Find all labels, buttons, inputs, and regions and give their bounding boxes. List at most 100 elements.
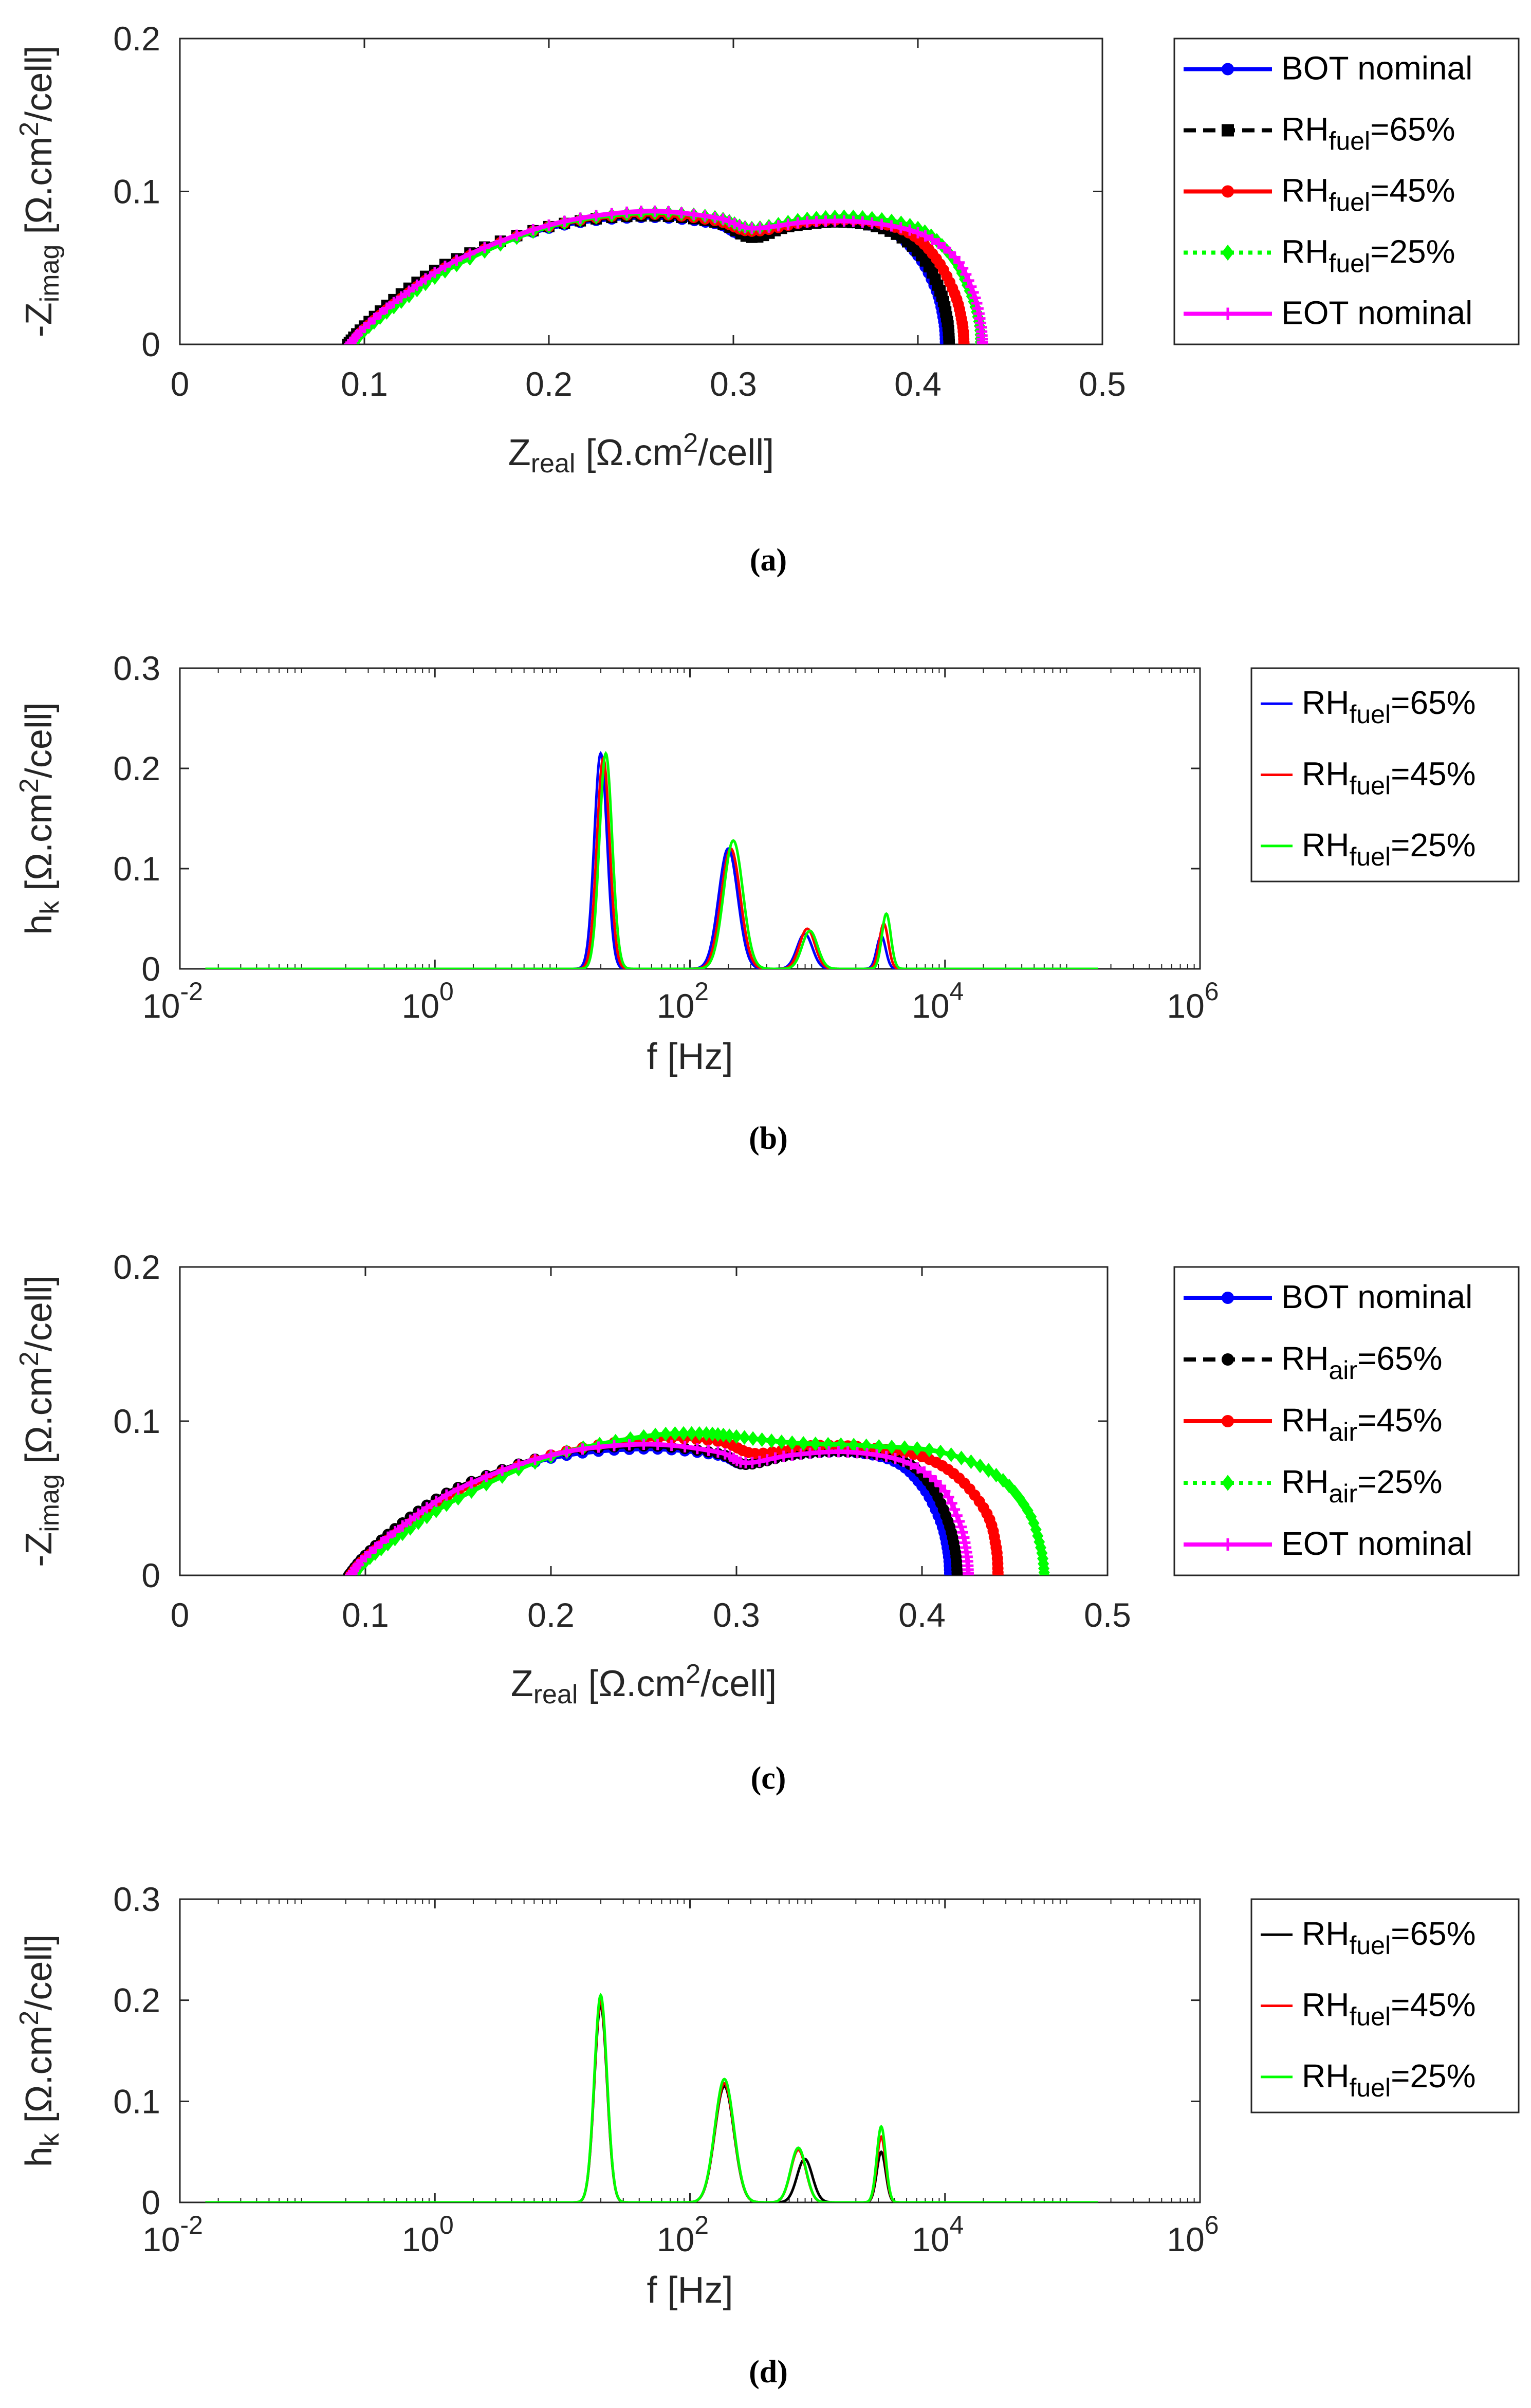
- plot-frame: [180, 1899, 1200, 2202]
- y-axis-label-sub: k: [35, 2133, 65, 2146]
- legend-tail: =65%: [1357, 1340, 1442, 1377]
- legend-text: RH: [1281, 111, 1329, 148]
- legend-text: RH: [1281, 233, 1329, 270]
- data-point: [965, 1455, 976, 1469]
- x-tick-label: 0: [171, 365, 190, 403]
- y-tick-label: 0: [141, 325, 160, 363]
- x-tick-label: 0.4: [898, 1596, 946, 1634]
- legend-sub: fuel: [1349, 2002, 1391, 2031]
- y-tick-label: 0.1: [113, 850, 160, 888]
- data-point: [747, 1431, 759, 1446]
- y-axis-label-unit: [Ω.cm: [19, 2026, 60, 2134]
- x-axis-label-main: Z: [511, 1663, 533, 1704]
- x-tick-base: 10: [1167, 2220, 1204, 2258]
- legend-sub: fuel: [1349, 842, 1391, 871]
- x-tick-label: 104: [912, 2211, 964, 2258]
- caption: (c): [751, 1761, 786, 1796]
- series-line: [352, 214, 964, 344]
- legend-text: RH: [1302, 826, 1349, 863]
- x-tick-exp: -2: [180, 2211, 202, 2239]
- data-point: [992, 1570, 1004, 1581]
- x-axis-label-main: f [Hz]: [647, 1036, 733, 1077]
- legend-text: RH: [1281, 1463, 1329, 1500]
- y-tick-label: 0.1: [113, 173, 160, 211]
- legend-sub: fuel: [1349, 771, 1391, 800]
- y-axis-label: -Zimag [Ω.cm2/cell]: [14, 1275, 65, 1567]
- legend-tail: =45%: [1391, 1987, 1475, 2024]
- legend-tail: =25%: [1357, 1463, 1442, 1500]
- series-line: [206, 759, 1098, 969]
- chart-a: 0 0.1 0.2 0.3 0.4 0.500.10.2Zreal [Ω.cm2/cell…: [14, 20, 1519, 578]
- caption: (d): [749, 2355, 788, 2389]
- x-tick-label: 100: [402, 2211, 454, 2258]
- legend-text: RH: [1281, 1402, 1329, 1439]
- legend-tail: =45%: [1370, 172, 1455, 209]
- y-axis-label-unit: [Ω.cm: [19, 793, 60, 901]
- y-axis-label-main: h: [19, 914, 60, 935]
- legend-tail: =65%: [1370, 111, 1455, 148]
- y-axis-label: hk [Ω.cm2/cell]: [14, 702, 65, 935]
- plot-frame: [180, 1267, 1108, 1575]
- y-axis-label-main: -Z: [19, 302, 60, 337]
- series-line: [206, 1995, 1098, 2202]
- series-group: [206, 1995, 1098, 2202]
- x-tick-label: 0.2: [525, 365, 573, 403]
- y-axis-label-end: /cell]: [19, 1275, 60, 1351]
- y-tick-label: 0.1: [113, 1402, 160, 1440]
- legend-text: BOT nominal: [1281, 50, 1472, 87]
- legend-tail: =45%: [1391, 756, 1475, 793]
- legend-sub: fuel: [1329, 127, 1370, 156]
- legend-label: EOT nominal: [1281, 295, 1472, 332]
- x-tick-exp: -2: [180, 977, 202, 1006]
- x-tick-exp: 6: [1205, 2211, 1219, 2239]
- x-tick-exp: 4: [950, 2211, 964, 2239]
- y-tick-label: 0.1: [113, 2082, 160, 2120]
- x-tick-label: 0.4: [894, 365, 942, 403]
- y-axis-label-sub: imag: [35, 245, 65, 303]
- data-point: [952, 1570, 963, 1581]
- x-tick-exp: 2: [694, 977, 709, 1006]
- legend-text: RH: [1302, 684, 1349, 721]
- legend-sub: air: [1329, 1356, 1357, 1385]
- y-tick-label: 0.2: [113, 1981, 160, 2019]
- legend: BOT nominalRHair=65%RHair=45%RHair=25%EO…: [1174, 1267, 1519, 1575]
- legend-tail: =65%: [1391, 684, 1475, 721]
- x-axis-label-main: f [Hz]: [647, 2270, 733, 2311]
- y-axis-label-sup: 2: [14, 1351, 44, 1366]
- legend-text: RH: [1302, 1987, 1349, 2024]
- x-axis-label-sub: real: [531, 449, 576, 479]
- series-group: [342, 205, 988, 352]
- series-group: [343, 1426, 1050, 1583]
- series-markers: [344, 206, 988, 350]
- x-axis-label: Zreal [Ω.cm2/cell]: [508, 428, 774, 479]
- x-tick-label: 106: [1167, 977, 1219, 1025]
- legend-tail: =25%: [1391, 2057, 1475, 2094]
- y-tick-label: 0.3: [113, 1880, 160, 1918]
- x-tick-base: 10: [402, 2220, 439, 2258]
- legend-marker: [1222, 63, 1234, 76]
- data-point: [963, 1570, 974, 1581]
- y-axis-label-end: /cell]: [19, 702, 60, 778]
- legend-tail: =45%: [1357, 1402, 1442, 1439]
- legend-sub: fuel: [1349, 700, 1391, 729]
- caption: (b): [749, 1121, 788, 1156]
- legend-marker: [1222, 124, 1234, 137]
- y-axis-label-sup: 2: [14, 778, 44, 793]
- legend-text: RH: [1302, 1915, 1349, 1952]
- x-tick-label: 0.1: [341, 365, 388, 403]
- legend-tail: =25%: [1370, 233, 1455, 270]
- x-tick-label: 0: [171, 1596, 190, 1634]
- y-axis-label-sup: 2: [14, 2011, 44, 2026]
- x-tick-base: 10: [402, 987, 439, 1025]
- legend: RHfuel=65%RHfuel=45%RHfuel=25%: [1251, 1899, 1519, 2112]
- x-tick-label: 0.5: [1084, 1596, 1131, 1634]
- y-tick-label: 0: [141, 1556, 160, 1594]
- data-point: [956, 1450, 967, 1465]
- y-tick-label: 0.3: [113, 649, 160, 687]
- x-tick-exp: 2: [694, 2211, 709, 2239]
- series-line: [206, 753, 1098, 969]
- x-tick-label: 0.3: [713, 1596, 760, 1634]
- series-group: [206, 753, 1098, 969]
- y-axis-label-sub: imag: [35, 1474, 65, 1532]
- plot-frame: [180, 668, 1200, 969]
